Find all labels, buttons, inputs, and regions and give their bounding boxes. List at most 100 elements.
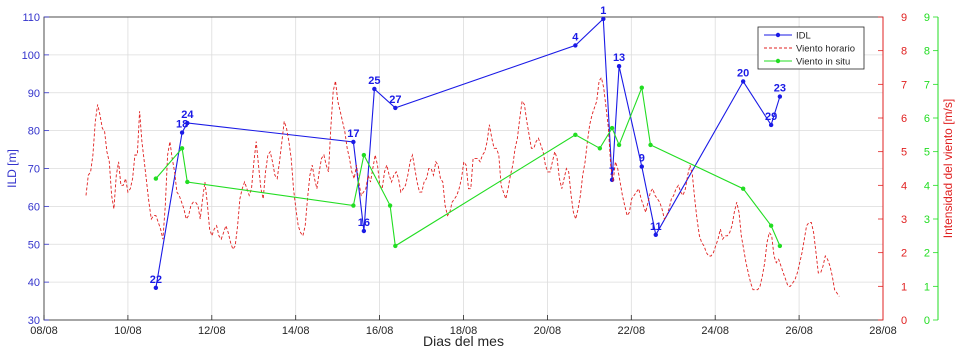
legend-marker bbox=[775, 58, 781, 64]
left-y-tick-label: 110 bbox=[22, 12, 40, 24]
data-point bbox=[351, 139, 356, 145]
right-y-tick-label: 1 bbox=[901, 281, 907, 293]
point-label: 20 bbox=[737, 67, 749, 79]
x-tick-label: 28/08 bbox=[869, 325, 897, 337]
point-label: 7 bbox=[609, 166, 615, 178]
data-point bbox=[768, 122, 774, 128]
right-y-axis-label: Intensidad del viento [m/s] bbox=[941, 99, 955, 238]
data-point bbox=[185, 179, 190, 185]
x-tick-label: 24/08 bbox=[701, 325, 729, 337]
right2-y-tick-label: 4 bbox=[924, 180, 930, 192]
data-point bbox=[740, 79, 746, 84]
point-label: 22 bbox=[150, 274, 162, 286]
data-point bbox=[153, 285, 159, 291]
left-y-tick-label: 40 bbox=[28, 277, 40, 289]
legend-label: IDL bbox=[796, 31, 811, 42]
data-point bbox=[153, 176, 159, 181]
point-label: 23 bbox=[774, 83, 786, 95]
x-tick-label: 10/08 bbox=[114, 325, 142, 337]
left-y-tick-label: 100 bbox=[22, 50, 40, 62]
point-label: 25 bbox=[368, 75, 380, 87]
data-point bbox=[616, 142, 622, 148]
data-point bbox=[777, 243, 783, 249]
data-point bbox=[361, 228, 367, 234]
data-point bbox=[573, 132, 578, 138]
x-axis-label: Dias del mes bbox=[423, 333, 504, 349]
point-label: 13 bbox=[613, 52, 625, 64]
x-tick-label: 22/08 bbox=[618, 325, 646, 337]
left-y-tick-label: 50 bbox=[28, 239, 40, 251]
legend-label: Viento in situ bbox=[796, 57, 850, 68]
right-y-tick-label: 2 bbox=[901, 248, 907, 260]
right-y-tick-label: 0 bbox=[901, 315, 907, 327]
data-point bbox=[573, 43, 578, 48]
right2-y-tick-label: 2 bbox=[924, 248, 930, 260]
right-y-tick-label: 3 bbox=[901, 214, 907, 226]
point-label: 27 bbox=[389, 94, 401, 106]
data-point bbox=[639, 85, 644, 90]
right2-y-tick-label: 5 bbox=[924, 147, 930, 159]
data-point bbox=[185, 120, 190, 126]
data-point bbox=[648, 142, 653, 148]
left-y-tick-label: 30 bbox=[28, 315, 40, 327]
x-tick-label: 14/08 bbox=[282, 325, 310, 337]
data-point bbox=[653, 232, 658, 237]
data-point bbox=[768, 223, 774, 228]
point-label: 17 bbox=[347, 128, 359, 140]
left-y-axis-label: ILD [m] bbox=[5, 149, 19, 188]
right-y-tick-label: 7 bbox=[901, 79, 907, 91]
right2-y-tick-label: 7 bbox=[924, 79, 930, 91]
point-label: 4 bbox=[572, 31, 579, 43]
left-y-tick-label: 80 bbox=[28, 126, 40, 138]
right-y-tick-label: 9 bbox=[901, 12, 907, 24]
legend: IDL Viento horario Viento in situ bbox=[757, 26, 865, 70]
data-point bbox=[609, 125, 615, 131]
point-label: 29 bbox=[765, 111, 777, 123]
data-point bbox=[393, 105, 398, 111]
legend-marker bbox=[775, 32, 781, 38]
series-line-1 bbox=[85, 76, 840, 297]
data-point bbox=[740, 186, 746, 191]
point-label: 1 bbox=[600, 5, 606, 17]
point-label: 16 bbox=[358, 217, 370, 229]
right2-y-tick-label: 1 bbox=[924, 281, 930, 293]
series-line-2 bbox=[155, 85, 781, 247]
x-tick-label: 12/08 bbox=[198, 325, 226, 337]
left-y-tick-label: 70 bbox=[28, 164, 40, 176]
right2-y-tick-label: 9 bbox=[924, 12, 930, 24]
right-y-tick-label: 4 bbox=[901, 180, 907, 192]
right2-y-tick-label: 8 bbox=[924, 46, 930, 58]
x-tick-label: 16/08 bbox=[366, 325, 394, 337]
data-point bbox=[179, 146, 185, 151]
legend-label: Viento horario bbox=[796, 44, 855, 55]
axes: 08/08 10/08 12/08 14/08 16/08 18/08 20/08 22/08… bbox=[5, 12, 955, 349]
x-tick-label: 08/08 bbox=[30, 325, 58, 337]
point-label: 9 bbox=[639, 153, 645, 165]
right-y-tick-label: 8 bbox=[901, 46, 907, 58]
data-point bbox=[372, 86, 377, 92]
point-label: 11 bbox=[650, 221, 662, 233]
left-y-tick-label: 90 bbox=[28, 88, 40, 100]
data-point bbox=[179, 130, 185, 135]
x-tick-label: 18/08 bbox=[450, 325, 478, 337]
right2-y-tick-label: 3 bbox=[924, 214, 930, 226]
right-y-tick-label: 6 bbox=[901, 113, 907, 125]
right-y-tick-label: 5 bbox=[901, 147, 907, 159]
data-point bbox=[351, 203, 356, 208]
series-line-0 bbox=[155, 17, 781, 288]
data-point bbox=[777, 94, 783, 99]
x-tick-label: 26/08 bbox=[785, 325, 813, 337]
left-y-tick-label: 60 bbox=[28, 201, 40, 213]
x-tick-label: 20/08 bbox=[534, 325, 562, 337]
data-point bbox=[601, 16, 606, 22]
right2-y-tick-label: 0 bbox=[924, 315, 930, 327]
data-point bbox=[639, 164, 644, 169]
right2-y-tick-label: 6 bbox=[924, 113, 930, 125]
data-point bbox=[361, 152, 367, 158]
data-point bbox=[393, 243, 398, 249]
data-point bbox=[387, 203, 393, 208]
data-point bbox=[616, 64, 622, 69]
point-label: 18 bbox=[176, 119, 188, 131]
point-label: 24 bbox=[181, 109, 194, 121]
